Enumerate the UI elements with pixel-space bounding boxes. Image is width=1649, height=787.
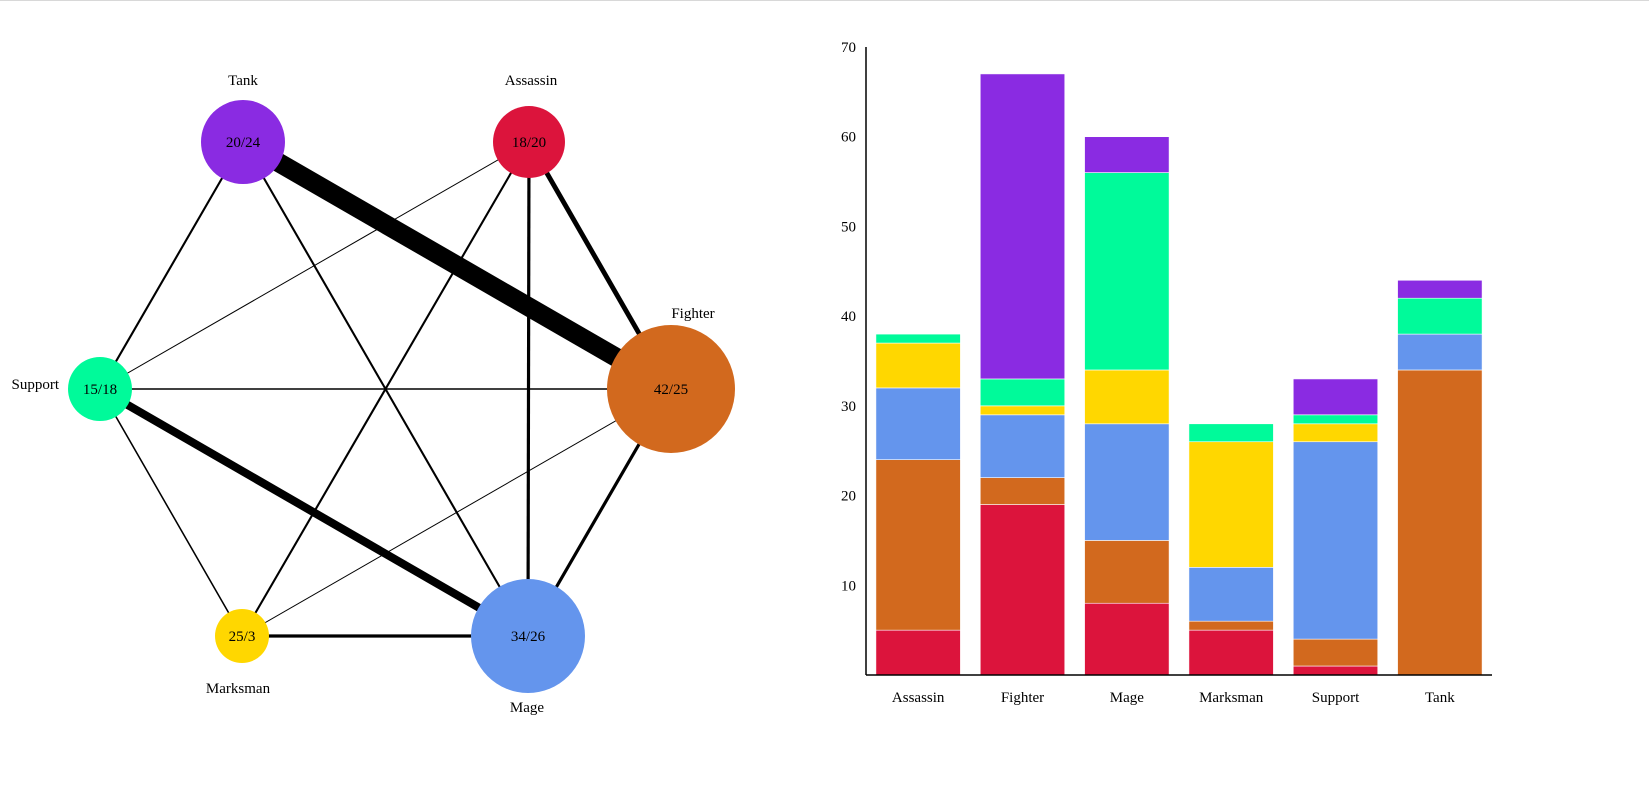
node-value-mage: 34/26 <box>511 629 546 645</box>
bar-segment-mage-5 <box>1084 136 1170 173</box>
network-nodes: 20/24 Tank 18/20 Assassin 42/25 Fighter 34/26 M… <box>11 73 735 716</box>
bar-segment-mage-4 <box>1084 172 1170 371</box>
bar-segment-support-5 <box>1292 378 1379 416</box>
bar-segment-support-1 <box>1292 638 1379 667</box>
bar-segment-fighter-5 <box>979 73 1066 380</box>
top-border <box>0 0 1649 1</box>
bar-segment-assassin-4 <box>875 333 961 344</box>
node-value-tank: 20/24 <box>226 135 261 151</box>
bar-group-support <box>1292 378 1379 676</box>
bar-segment-assassin-3 <box>875 342 961 389</box>
x-tick-label-support: Support <box>1312 690 1360 706</box>
node-value-support: 15/18 <box>83 382 117 398</box>
stacked-bar-chart: Assassin Fighter Mage Marksman Support Tank 10… <box>841 40 1492 706</box>
edge-support-marksman <box>99 388 243 637</box>
bar-segment-marksman-0 <box>1188 629 1274 676</box>
edge-fighter-marksman <box>241 388 672 637</box>
node-assassin: 18/20 Assassin <box>493 73 565 178</box>
node-tank: 20/24 Tank <box>201 73 285 184</box>
x-tick-label-tank: Tank <box>1425 690 1455 706</box>
bar-segment-tank-2 <box>1397 333 1483 371</box>
x-tick-label-marksman: Marksman <box>1199 690 1264 706</box>
node-circle-marksman <box>215 609 269 663</box>
bar-group-tank <box>1397 279 1483 676</box>
bar-segment-support-3 <box>1292 423 1379 443</box>
bar-group-marksman <box>1188 423 1274 676</box>
bar-segment-support-4 <box>1292 414 1379 425</box>
bar-segment-tank-4 <box>1397 297 1483 335</box>
bar-segment-mage-0 <box>1084 602 1170 676</box>
bar-segment-fighter-3 <box>979 405 1066 416</box>
y-tick-label-10: 10 <box>841 578 856 594</box>
bar-segment-fighter-4 <box>979 378 1066 407</box>
bar-segment-fighter-2 <box>979 414 1066 478</box>
edge-tank-support <box>99 141 244 390</box>
node-circle-support <box>68 357 132 421</box>
edge-support-mage <box>97 385 531 640</box>
bar-segment-mage-1 <box>1084 540 1170 604</box>
node-value-assassin: 18/20 <box>512 135 546 151</box>
bar-segment-mage-2 <box>1084 423 1170 541</box>
node-label-tank: Tank <box>228 73 258 89</box>
y-tick-label-30: 30 <box>841 399 856 415</box>
node-label-support: Support <box>11 377 59 393</box>
x-tick-label-assassin: Assassin <box>892 690 945 706</box>
bar-segment-marksman-1 <box>1188 620 1274 631</box>
x-tick-label-fighter: Fighter <box>1001 690 1044 706</box>
node-marksman: 25/3 Marksman <box>206 609 271 697</box>
bar-segment-fighter-1 <box>979 477 1066 505</box>
node-value-marksman: 25/3 <box>229 629 256 645</box>
node-label-mage: Mage <box>510 700 544 716</box>
network-chart: 20/24 Tank 18/20 Assassin 42/25 Fighter 34/26 M… <box>11 73 735 716</box>
bar-segment-fighter-0 <box>979 504 1066 676</box>
bar-group-mage <box>1084 136 1170 676</box>
bar-segment-assassin-0 <box>875 629 961 676</box>
y-tick-label-20: 20 <box>841 489 856 505</box>
y-tick-label-50: 50 <box>841 219 856 235</box>
node-label-marksman: Marksman <box>206 681 271 697</box>
bar-segment-assassin-1 <box>875 459 961 631</box>
node-circle-fighter <box>607 325 735 453</box>
x-tick-label-mage: Mage <box>1110 690 1144 706</box>
node-label-assassin: Assassin <box>505 73 558 89</box>
node-circle-tank <box>201 100 285 184</box>
bar-segment-tank-5 <box>1397 279 1483 299</box>
bar-segment-marksman-4 <box>1188 423 1274 443</box>
node-fighter: 42/25 Fighter <box>607 306 735 453</box>
bar-segment-tank-1 <box>1397 369 1483 676</box>
y-tick-label-60: 60 <box>841 130 856 146</box>
bar-segment-support-2 <box>1292 441 1379 640</box>
edge-assassin-support <box>99 141 530 390</box>
network-edges <box>97 133 676 640</box>
bar-segment-support-0 <box>1292 665 1379 676</box>
bar-group-assassin <box>875 333 961 676</box>
bar-segment-marksman-3 <box>1188 441 1274 568</box>
node-circle-mage <box>471 579 585 693</box>
node-value-fighter: 42/25 <box>654 382 688 398</box>
y-tick-label-70: 70 <box>841 40 856 56</box>
node-support: 15/18 Support <box>11 357 132 421</box>
bar-group-fighter <box>979 73 1066 676</box>
bar-segment-assassin-2 <box>875 387 961 460</box>
node-label-fighter: Fighter <box>671 306 714 322</box>
node-circle-assassin <box>493 106 565 178</box>
node-mage: 34/26 Mage <box>471 579 585 716</box>
y-tick-label-40: 40 <box>841 309 856 325</box>
bar-segment-mage-3 <box>1084 369 1170 425</box>
bar-segment-marksman-2 <box>1188 567 1274 622</box>
